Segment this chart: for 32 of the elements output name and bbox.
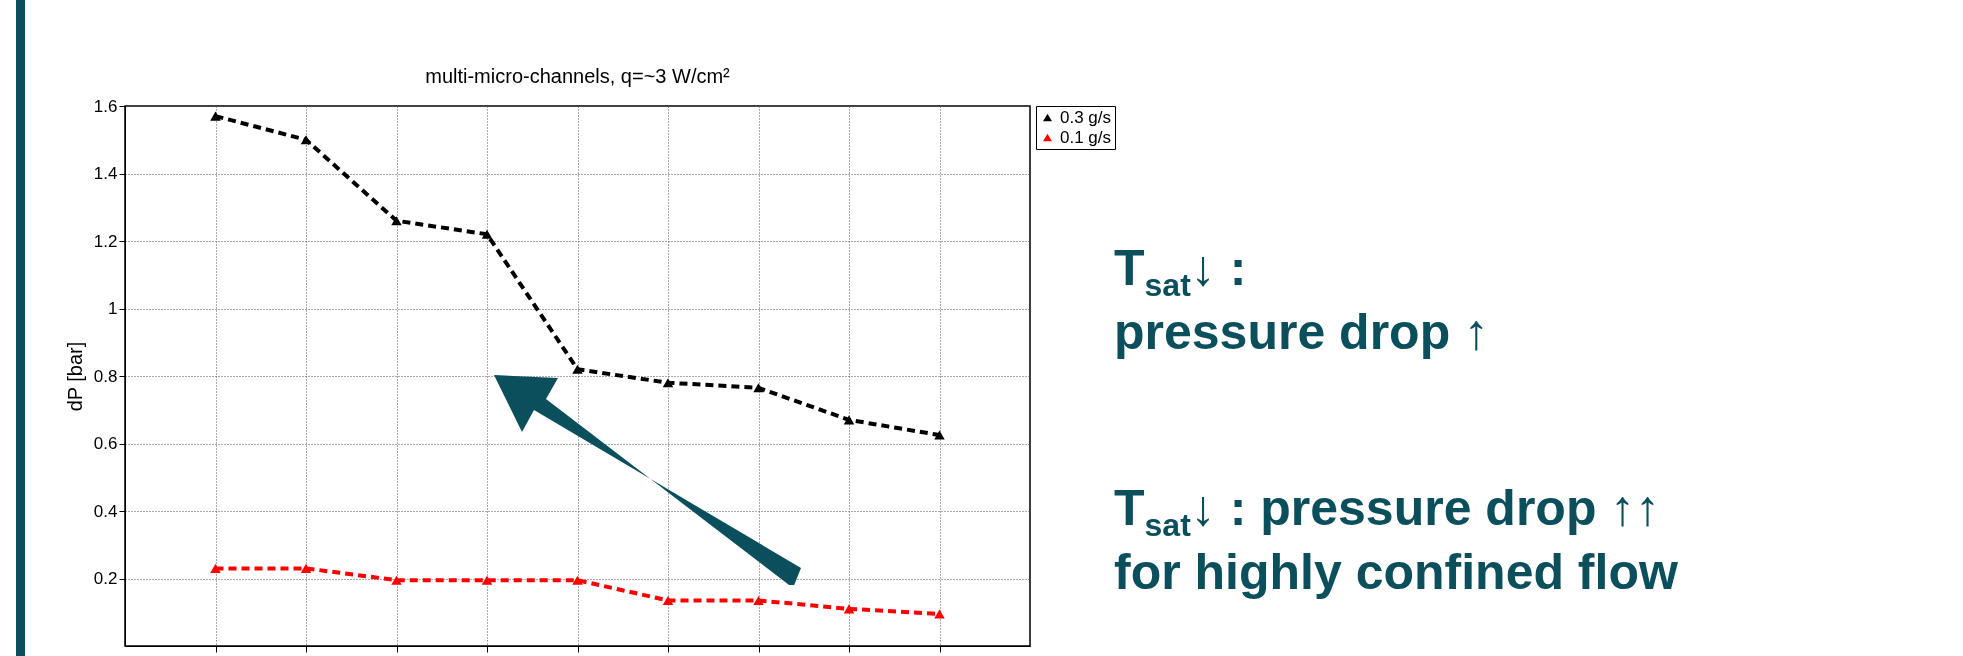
legend-label: 0.3 g/s: [1060, 107, 1112, 127]
legend-label: 0.1 g/s: [1060, 127, 1112, 147]
point: [753, 383, 764, 393]
point: [934, 609, 945, 619]
y-tick-label: 1: [108, 299, 118, 318]
chart-title: multi-micro-channels, q=~3 W/cm²: [425, 65, 731, 87]
point: [662, 378, 674, 388]
point: [572, 364, 583, 374]
text: T$_{sat}$↓ : pressure drop ↑: [1114, 240, 1490, 362]
y-tick-label: 1.2: [93, 231, 118, 251]
point: [391, 575, 402, 585]
y-tick-label: 0.6: [93, 434, 118, 453]
point: [210, 111, 221, 121]
text: T$_{sat}$↓ : pressure drop ↑↑ for highly confined flow: [1114, 480, 1678, 602]
point: [210, 563, 221, 573]
point: [843, 604, 855, 614]
point: [572, 575, 583, 585]
point: [391, 216, 402, 226]
point: [481, 575, 493, 585]
point: [300, 563, 312, 573]
point: [481, 229, 493, 239]
y-tick-label: 0.8: [93, 366, 118, 386]
point: [753, 595, 764, 605]
point: [662, 595, 674, 605]
point: [843, 415, 855, 425]
y-tick-label: 1.4: [93, 164, 118, 183]
y-tick-label: 1.6: [93, 96, 118, 116]
y-axis-title: dP [bar]: [63, 341, 86, 412]
point: [934, 430, 945, 440]
y-tick-label: 0.2: [93, 569, 118, 588]
y-tick-label: 0.4: [93, 501, 118, 521]
point: [300, 135, 312, 145]
